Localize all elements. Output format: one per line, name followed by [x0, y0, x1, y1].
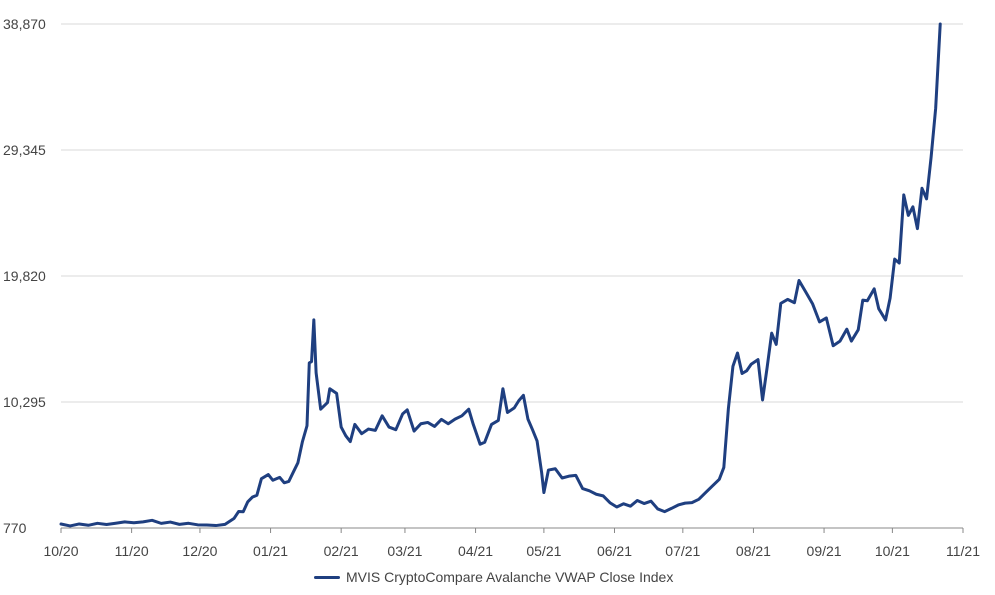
y-tick-label: 10,295 — [3, 394, 46, 410]
y-tick-label: 770 — [3, 520, 27, 536]
x-tick-label: 02/21 — [324, 543, 359, 559]
x-tick-label: 09/21 — [807, 543, 842, 559]
x-tick-label: 05/21 — [526, 543, 561, 559]
x-tick-label: 10/21 — [875, 543, 910, 559]
x-tick-label: 03/21 — [387, 543, 422, 559]
x-tick-label: 01/21 — [253, 543, 288, 559]
legend: MVIS CryptoCompare Avalanche VWAP Close … — [314, 567, 673, 587]
y-tick-label: 29,345 — [3, 142, 46, 158]
series-line — [59, 22, 942, 528]
x-tick-label: 04/21 — [458, 543, 493, 559]
y-tick-label: 19,820 — [3, 268, 46, 284]
x-tick-label: 11/21 — [946, 543, 980, 559]
x-tick-label: 07/21 — [665, 543, 700, 559]
x-tick-label: 06/21 — [597, 543, 632, 559]
legend-label: MVIS CryptoCompare Avalanche VWAP Close … — [346, 569, 674, 585]
y-tick-label: 38,870 — [3, 16, 46, 32]
x-tick-label: 12/20 — [182, 543, 217, 559]
legend-swatch — [314, 575, 340, 579]
x-tick-label: 10/20 — [43, 543, 78, 559]
x-tick-label: 11/20 — [115, 543, 149, 559]
x-tick-label: 08/21 — [736, 543, 771, 559]
